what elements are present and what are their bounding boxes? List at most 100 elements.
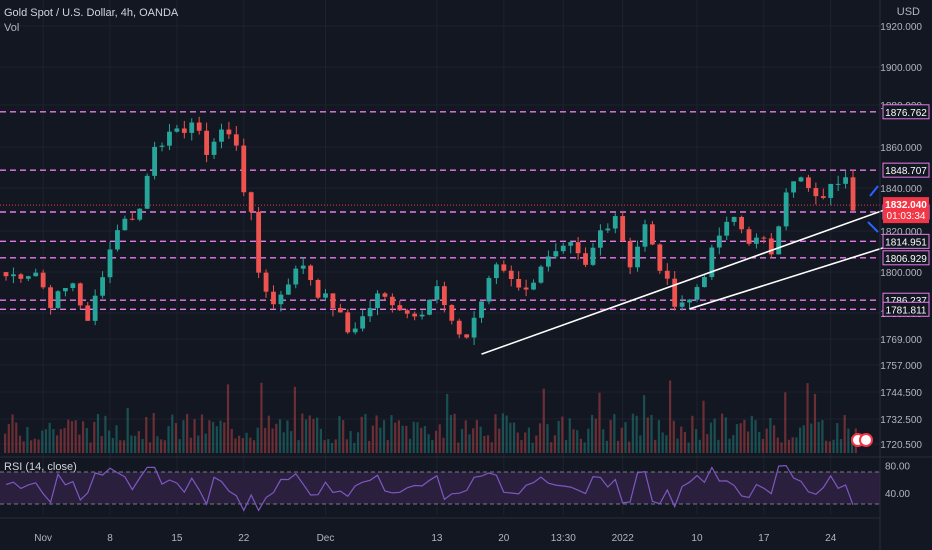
price-tick-label: 1732.500 xyxy=(880,415,922,426)
volume-bar xyxy=(130,435,133,453)
candle-body xyxy=(367,308,373,317)
volume-bar xyxy=(126,407,129,453)
volume-bar xyxy=(215,426,218,453)
symbol-title[interactable]: Gold Spot / U.S. Dollar, 4h, OANDA xyxy=(4,7,179,19)
candle-body xyxy=(300,265,306,269)
volume-bar xyxy=(375,415,378,453)
volume-bar xyxy=(208,420,211,453)
candle-body xyxy=(820,196,826,198)
candle-body xyxy=(233,134,239,146)
volume-bar xyxy=(691,415,694,453)
volume-label[interactable]: Vol xyxy=(4,22,20,34)
candle-body xyxy=(3,272,9,277)
candle-body xyxy=(337,308,343,313)
candle-body xyxy=(144,175,150,209)
candle-body xyxy=(33,272,39,277)
volume-bar xyxy=(750,415,753,453)
volume-bar xyxy=(538,423,542,453)
volume-bar xyxy=(412,421,415,453)
candle-body xyxy=(813,188,819,197)
candle-body xyxy=(850,177,856,211)
volume-bar xyxy=(449,415,452,453)
volume-bar xyxy=(93,421,96,453)
volume-bar xyxy=(802,425,805,453)
volume-bar xyxy=(249,437,252,453)
volume-bar xyxy=(542,388,545,453)
volume-bar xyxy=(4,433,7,453)
candle-body xyxy=(642,224,648,247)
volume-bar xyxy=(613,414,616,453)
price-tick-label: 1720.500 xyxy=(880,440,922,451)
volume-bar xyxy=(423,426,426,453)
volume-bar xyxy=(245,432,248,453)
volume-bar xyxy=(316,417,319,453)
volume-bar xyxy=(379,427,382,453)
volume-bar xyxy=(148,442,152,453)
symbol-legend[interactable]: Gold Spot / U.S. Dollar, 4h, OANDA Vol xyxy=(4,6,178,36)
candle-body xyxy=(709,247,715,278)
volume-bar xyxy=(784,392,787,453)
time-tick-label: 15 xyxy=(171,533,183,544)
time-axis[interactable]: Nov 8 15 22 Dec 13 20 13:30 2022 10 17 24 xyxy=(0,517,880,544)
volume-bar xyxy=(836,423,839,453)
volume-bars xyxy=(4,380,857,453)
volume-bar xyxy=(453,413,456,453)
candle-body xyxy=(48,287,53,308)
volume-bar xyxy=(182,420,185,453)
volume-bar xyxy=(479,426,482,453)
level-tag-label: 1786.237 xyxy=(885,296,927,307)
volume-bar xyxy=(52,429,55,453)
volume-bar xyxy=(156,436,159,453)
candle-body xyxy=(441,286,447,306)
volume-bar xyxy=(520,439,523,453)
candle-body xyxy=(77,283,83,306)
volume-bar xyxy=(761,438,765,453)
time-tick-label: 17 xyxy=(758,533,770,544)
volume-bar xyxy=(732,435,735,453)
candlestick-series[interactable] xyxy=(3,116,856,346)
candle-body xyxy=(397,305,403,311)
volume-bar xyxy=(312,419,315,453)
candle-body xyxy=(545,256,551,267)
rsi-label[interactable]: RSI (14, close) xyxy=(4,461,77,473)
candle-body xyxy=(70,283,76,288)
candle-body xyxy=(664,270,670,279)
candle-body xyxy=(196,122,202,131)
volume-bar xyxy=(137,431,140,453)
volume-bar xyxy=(698,439,701,453)
rsi-pane[interactable] xyxy=(0,456,932,512)
candle-body xyxy=(456,320,462,335)
candle-body xyxy=(575,242,581,254)
volume-bar xyxy=(847,428,850,453)
volume-bar xyxy=(475,419,479,453)
candle-body xyxy=(278,294,284,305)
trendlines[interactable] xyxy=(481,185,898,355)
candle-body xyxy=(776,226,782,255)
volume-bar xyxy=(832,439,835,453)
volume-bar xyxy=(427,434,430,453)
volume-bar xyxy=(694,429,698,453)
candle-body xyxy=(92,295,98,321)
volume-bar xyxy=(204,433,207,453)
volume-bar xyxy=(37,439,40,453)
horizontal-levels[interactable] xyxy=(0,111,880,310)
volume-bar xyxy=(260,382,263,453)
candle-body xyxy=(360,316,366,329)
level-tag-label: 1814.951 xyxy=(885,237,927,248)
volume-bar xyxy=(134,435,137,453)
candle-body xyxy=(241,145,247,193)
volume-bar xyxy=(668,380,672,453)
volume-bar xyxy=(650,414,653,453)
volume-bar xyxy=(799,427,802,453)
candle-body xyxy=(471,317,477,338)
volume-bar xyxy=(115,425,118,453)
price-tick-label: 1744.500 xyxy=(880,388,922,399)
time-tick-label: 22 xyxy=(238,533,250,544)
volume-bar xyxy=(252,440,256,453)
volume-bar xyxy=(30,440,33,453)
volume-bar xyxy=(516,432,519,453)
volume-bar xyxy=(747,431,750,453)
volume-bar xyxy=(654,439,657,453)
